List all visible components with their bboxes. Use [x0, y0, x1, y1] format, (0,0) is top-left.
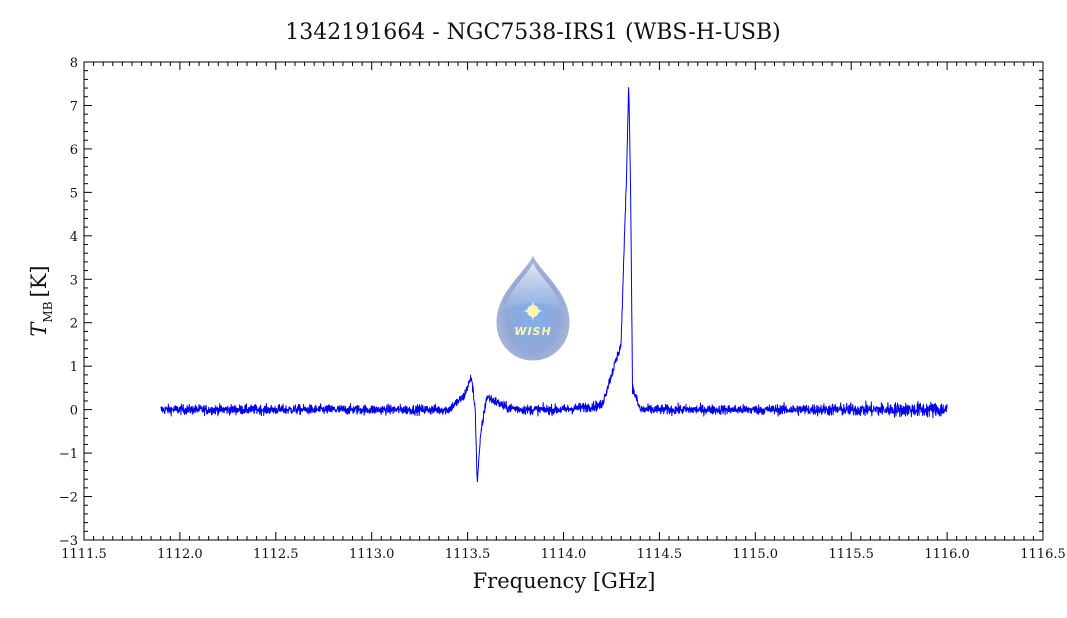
x-tick-label: 1111.5 [61, 547, 107, 562]
y-tick-label: 6 [70, 143, 78, 158]
x-tick-label: 1116.0 [924, 547, 970, 562]
y-axis-label-sub: MB [41, 301, 55, 322]
star-icon [523, 301, 543, 321]
wish-logo: WISH [496, 255, 570, 361]
y-tick-label: −3 [59, 534, 78, 549]
y-tick-label: 1 [70, 360, 78, 375]
y-tick-label: −1 [59, 447, 78, 462]
x-axis-label: Frequency [GHz] [473, 569, 656, 593]
y-tick-label: 2 [70, 317, 78, 332]
x-tick-label: 1113.0 [349, 547, 395, 562]
y-tick-labels: −3 −2 −1 0 1 2 3 4 5 6 7 8 [59, 56, 78, 549]
x-tick-label: 1116.5 [1020, 547, 1066, 562]
x-tick-labels: 1111.5 1112.0 1112.5 1113.0 1113.5 1114.0 1114… [61, 547, 1066, 562]
svg-text:TMB[K]: TMB [K] [27, 265, 55, 336]
axis-ticks [83, 61, 1044, 541]
series-line [160, 87, 948, 483]
y-tick-label: −2 [59, 491, 78, 506]
y-axis-label-main: T [27, 321, 51, 337]
y-axis-label-unit: [K] [27, 265, 51, 297]
x-tick-label: 1112.5 [253, 547, 299, 562]
y-tick-label: 8 [70, 56, 78, 71]
y-tick-label: 7 [70, 99, 78, 114]
x-tick-label: 1114.5 [637, 547, 683, 562]
y-tick-label: 3 [70, 273, 78, 288]
x-tick-label: 1115.0 [733, 547, 779, 562]
x-tick-label: 1113.5 [445, 547, 491, 562]
y-tick-label: 0 [70, 404, 78, 419]
y-tick-label: 4 [70, 230, 78, 245]
x-tick-label: 1115.5 [828, 547, 874, 562]
y-axis-label: TMB [K] [27, 265, 55, 336]
wish-logo-text: WISH [514, 325, 551, 338]
chart-title: 1342191664 - NGC7538-IRS1 (WBS-H-USB) [285, 20, 780, 45]
y-tick-label: 5 [70, 186, 78, 201]
x-tick-label: 1114.0 [541, 547, 587, 562]
x-tick-label: 1112.0 [157, 547, 203, 562]
